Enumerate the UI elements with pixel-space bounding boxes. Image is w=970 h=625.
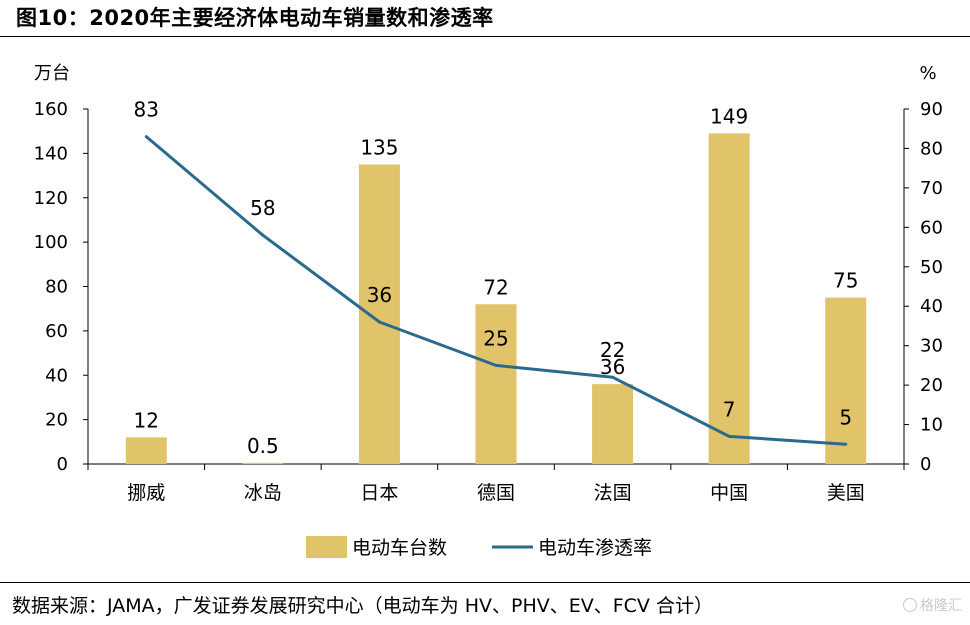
line-point [144, 135, 148, 139]
bar [475, 304, 517, 464]
line-value-label: 25 [483, 326, 508, 350]
bar [125, 437, 167, 464]
y-left-tick-label: 20 [45, 410, 68, 431]
bar [358, 164, 400, 464]
y-left-unit-label: 万台 [34, 63, 70, 84]
line-point [261, 233, 265, 237]
y-right-tick-label: 50 [920, 257, 943, 278]
y-right-tick-label: 70 [920, 178, 943, 199]
y-left-tick-label: 0 [57, 454, 68, 475]
y-right-tick-label: 60 [920, 217, 943, 238]
title-rule [0, 36, 970, 37]
bar-value-label: 12 [134, 408, 159, 432]
y-right-tick-label: 0 [920, 454, 931, 475]
y-left-tick-label: 100 [34, 232, 68, 253]
bar-value-label: 149 [710, 104, 748, 128]
legend-bar-label: 电动车台数 [352, 537, 447, 559]
bar [825, 297, 867, 464]
line-value-label: 83 [134, 98, 159, 122]
x-category-label: 日本 [360, 482, 398, 504]
line-point [377, 320, 381, 324]
y-right-tick-label: 30 [920, 336, 943, 357]
line-value-label: 5 [839, 405, 852, 429]
y-right-tick-label: 10 [920, 415, 943, 436]
line-value-label: 7 [723, 397, 736, 421]
y-right-tick-label: 20 [920, 375, 943, 396]
y-right-unit-label: % [919, 63, 936, 84]
bar-value-label: 75 [833, 269, 858, 293]
y-left-tick-label: 120 [34, 188, 68, 209]
y-right-tick-label: 90 [920, 99, 943, 120]
bar-value-label: 0.5 [247, 434, 279, 458]
y-right-tick-label: 40 [920, 296, 943, 317]
line-point [727, 434, 731, 438]
y-left-tick-label: 140 [34, 143, 68, 164]
line-value-label: 58 [250, 196, 275, 220]
source-rule [0, 582, 970, 583]
figure-title: 图10：2020年主要经济体电动车销量数和渗透率 [16, 6, 494, 30]
x-category-label: 冰岛 [244, 482, 282, 504]
bar-value-label: 36 [600, 355, 625, 379]
x-category-label: 挪威 [127, 482, 165, 504]
y-left-tick-label: 60 [45, 321, 68, 342]
line-point [611, 375, 615, 379]
bar-value-label: 72 [483, 275, 508, 299]
bar [708, 133, 750, 464]
source-note: 数据来源：JAMA，广发证券发展研究中心（电动车为 HV、PHV、EV、FCV … [12, 595, 713, 617]
y-left-tick-label: 80 [45, 277, 68, 298]
x-category-label: 中国 [710, 482, 748, 504]
y-left-tick-label: 160 [34, 99, 68, 120]
line-value-label: 22 [600, 338, 625, 362]
bar-value-label: 135 [360, 135, 398, 159]
bar [242, 462, 284, 464]
x-category-label: 美国 [827, 482, 865, 504]
watermark-text: 格隆汇 [920, 598, 962, 614]
line-value-label: 36 [367, 283, 392, 307]
x-category-label: 德国 [477, 482, 515, 504]
x-category-label: 法国 [594, 482, 632, 504]
line-point [844, 442, 848, 446]
y-left-tick-label: 40 [45, 365, 68, 386]
y-right-tick-label: 80 [920, 138, 943, 159]
line-point [494, 363, 498, 367]
legend-line-label: 电动车渗透率 [538, 537, 652, 559]
legend-bar-swatch [306, 536, 347, 558]
bar [592, 384, 634, 464]
chart: 0 20 40 60 80 100 120 140 160 万台 0 10 20 30 40 50 60 70 80… [34, 63, 943, 559]
watermark-logo-icon [903, 598, 917, 612]
watermark: 格隆汇 [903, 595, 962, 615]
